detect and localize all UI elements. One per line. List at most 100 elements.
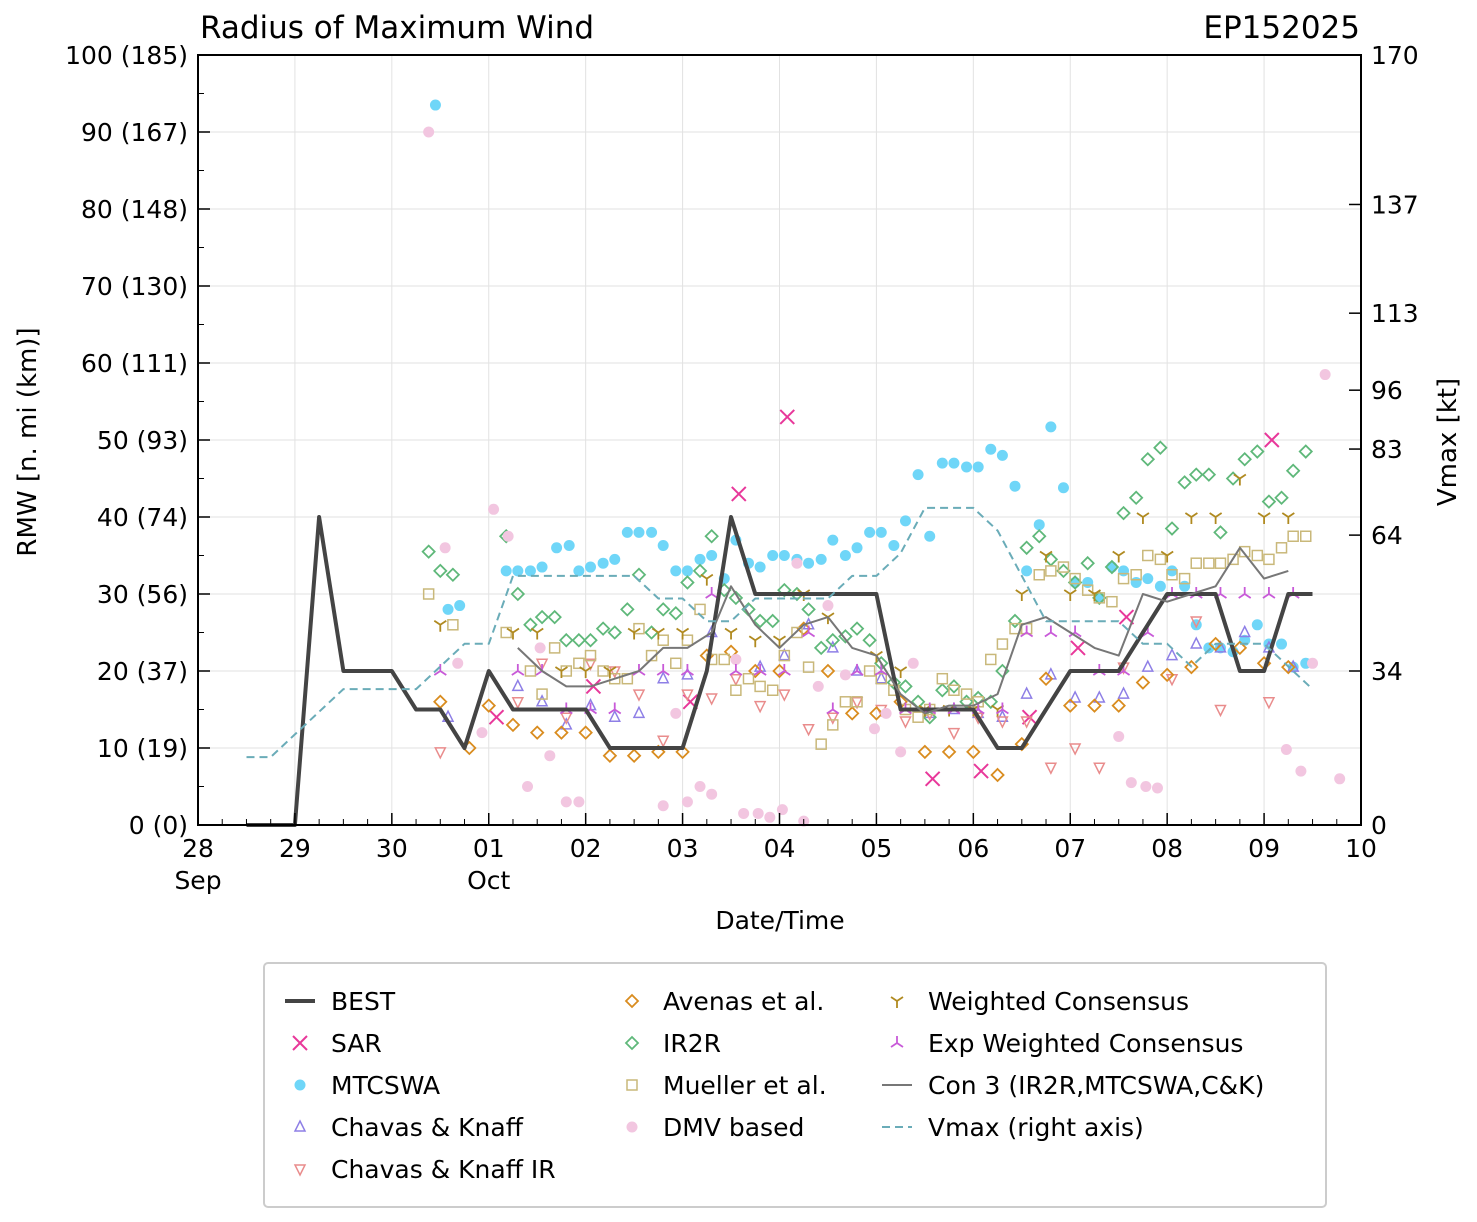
mtcswa-point [621, 526, 633, 538]
mtcswa-point [972, 461, 984, 473]
mtcswa-point [924, 530, 936, 542]
series-mueller-et-al [422, 530, 1312, 750]
avenas-et-al-point [433, 694, 448, 710]
legend-swatch [624, 993, 640, 1009]
exp-weighted-consensus-point [1238, 587, 1252, 599]
mueller-et-al-point [1178, 572, 1191, 585]
mtcswa-point [1179, 580, 1191, 592]
mtcswa-point [670, 565, 682, 577]
x-tick-label: 07 [1054, 834, 1086, 863]
dmv-based-point [1307, 657, 1319, 669]
ir2r-point [1188, 467, 1204, 482]
avenas-et-al-point [869, 706, 884, 721]
dmv-based-point [1319, 369, 1331, 381]
avenas-et-al-point [554, 725, 569, 740]
mueller-et-al-point [1081, 584, 1094, 596]
dmv-based-point [670, 707, 682, 719]
ir2r-point [644, 625, 659, 640]
mtcswa-point [1021, 565, 1033, 577]
dmv-based-point [488, 503, 500, 515]
avenas-et-al-point [820, 663, 836, 679]
legend-label: BEST [331, 987, 396, 1016]
legend-item: MTCSWA [294, 1071, 440, 1100]
legend-swatch [292, 1035, 308, 1051]
ir2r-point [813, 640, 829, 656]
mtcswa-point [875, 526, 887, 538]
y-tick-label: 30 (56) [97, 580, 188, 609]
mueller-et-al-point [536, 688, 548, 700]
series-con-3-ir2r-mtcswa-c-k [517, 546, 1289, 715]
ir2r-point [1116, 505, 1131, 521]
ir2r-point [1237, 451, 1252, 467]
chavas-knaff-ir-point [753, 700, 767, 714]
dmv-based-point [1140, 781, 1152, 792]
legend-item: Mueller et al. [626, 1071, 827, 1100]
ir2r-point [801, 602, 816, 617]
ir2r-point [1261, 494, 1277, 509]
mueller-et-al-point [584, 649, 597, 662]
series-vmax-right-axis [246, 506, 1314, 759]
mueller-et-al-point [1154, 553, 1167, 566]
mtcswa-point [1276, 638, 1288, 650]
y-tick-label: 40 (74) [97, 503, 188, 532]
mtcswa-point [563, 539, 575, 551]
chavas-knaff-ir-point [850, 697, 864, 710]
sar-point [973, 763, 989, 779]
chavas-knaff-ir-point [947, 727, 961, 741]
ir2r-point [607, 625, 623, 640]
mueller-et-al-point [827, 719, 839, 731]
mueller-et-al-point [960, 688, 973, 700]
mtcswa-point [1045, 421, 1057, 433]
chavas-knaff-point [1165, 647, 1179, 661]
mtcswa-point [585, 561, 597, 573]
ir2r-point [898, 679, 913, 694]
mueller-et-al-point [1106, 595, 1118, 608]
ir2r-point [631, 567, 647, 583]
chavas-knaff-point [608, 709, 621, 722]
mtcswa-point [597, 557, 609, 569]
mueller-et-al-point [1227, 553, 1239, 566]
mueller-et-al-point [778, 649, 791, 662]
legend-swatch [626, 1079, 638, 1091]
exp-weighted-consensus-point [656, 664, 670, 676]
legend-item: IR2R [624, 1029, 721, 1058]
x-tick-label: 05 [861, 834, 893, 863]
mueller-et-al-point [694, 603, 706, 616]
legend-item: Chavas & Knaff [293, 1113, 524, 1142]
weighted-consensus-point [1136, 512, 1150, 524]
mtcswa-point [681, 565, 693, 577]
x-tick-label: 28 [182, 834, 214, 863]
mtcswa-point [633, 526, 645, 538]
mtcswa-point [888, 539, 900, 551]
exp-weighted-consensus-point [511, 664, 525, 676]
chavas-knaff-point [656, 671, 670, 684]
mtcswa-point [815, 553, 827, 565]
mueller-et-al-point [633, 622, 645, 635]
weighted-consensus-point [724, 627, 738, 640]
exp-weighted-consensus-point [1262, 587, 1276, 599]
avenas-et-al-point [602, 748, 618, 763]
exp-weighted-consensus-point [1020, 625, 1034, 638]
legend-swatch [626, 1121, 638, 1133]
legend-label: Con 3 (IR2R,MTCSWA,C&K) [928, 1071, 1264, 1100]
weighted-consensus-point [1063, 589, 1077, 601]
mueller-et-al-point [1238, 545, 1251, 558]
sar-point [488, 709, 505, 725]
mtcswa-point [767, 550, 779, 561]
exp-weighted-consensus-point [753, 664, 767, 676]
dmv-based-point [694, 781, 706, 792]
ir2r-point [692, 563, 708, 579]
avenas-et-al-point [505, 717, 521, 733]
dmv-based-point [502, 530, 514, 542]
mueller-et-al-point [573, 657, 585, 670]
legend-label: IR2R [663, 1029, 721, 1058]
exp-weighted-consensus-point [729, 664, 743, 676]
y-tick-label: 60 (111) [81, 349, 188, 378]
chavas-knaff-ir-point [434, 747, 447, 760]
chart-title: Radius of Maximum Wind [200, 10, 594, 46]
weighted-consensus-point [748, 635, 762, 648]
ir2r-point [523, 617, 538, 633]
sar-point [924, 771, 941, 787]
exp-weighted-consensus-point [608, 702, 622, 715]
mtcswa-point [1106, 561, 1118, 573]
